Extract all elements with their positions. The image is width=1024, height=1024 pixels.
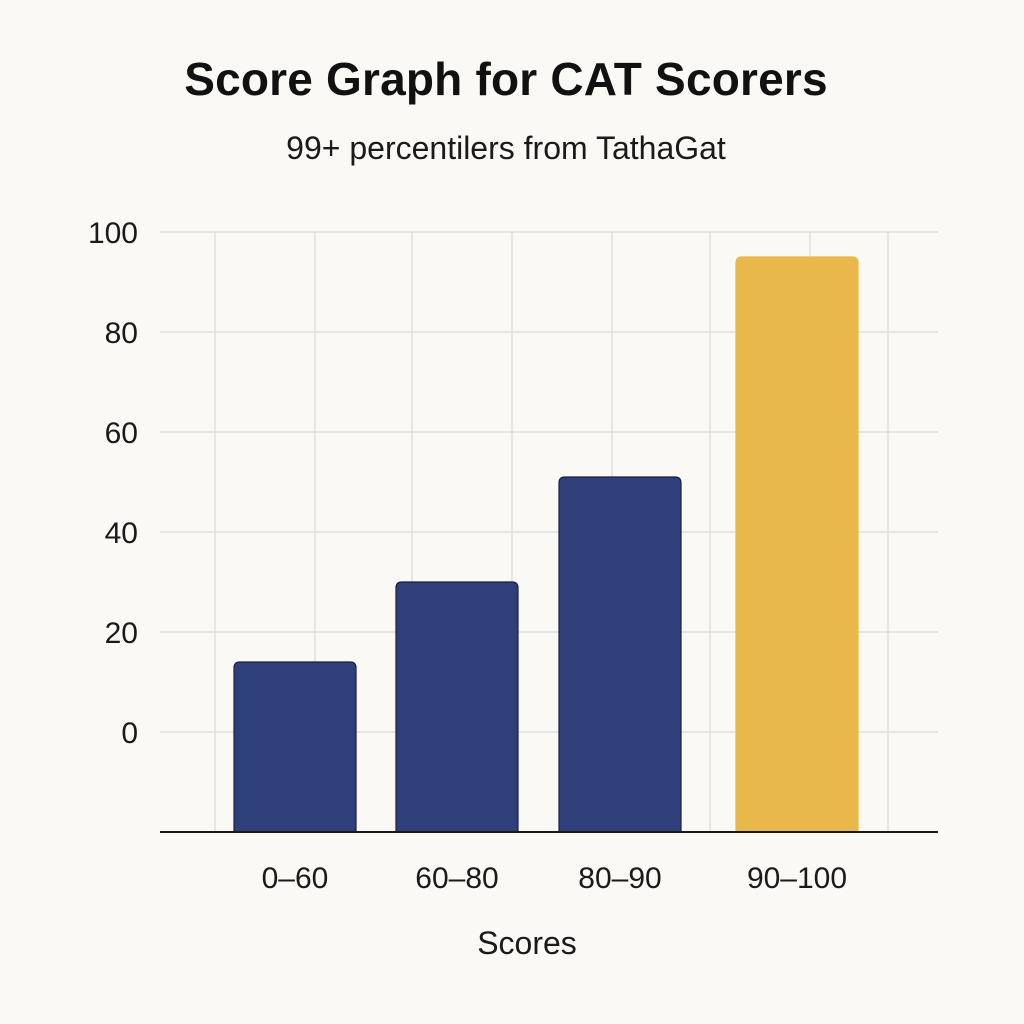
- x-category-label: 0–60: [262, 862, 329, 895]
- chart-title: Score Graph for CAT Scorers: [184, 53, 828, 105]
- x-category-label: 90–100: [747, 862, 847, 895]
- y-tick-label: 60: [105, 417, 138, 450]
- y-tick-label: 40: [105, 517, 138, 550]
- y-tick-label: 20: [105, 617, 138, 650]
- y-tick-label: 0: [121, 717, 138, 750]
- y-tick-label: 100: [88, 217, 138, 250]
- bar-3: [558, 476, 682, 833]
- bar-2: [395, 581, 519, 833]
- x-category-label: 80–90: [578, 862, 661, 895]
- x-category-label: 60–80: [415, 862, 498, 895]
- bar-4: [735, 256, 859, 833]
- bar-1: [233, 661, 357, 833]
- y-tick-label: 80: [105, 317, 138, 350]
- labels: 0 20 40 60 80 100 0–60 60–80 80–90 90–100 Scores: [88, 217, 847, 961]
- x-axis-title: Scores: [477, 925, 577, 961]
- chart-subtitle: 99+ percentilers from TathaGat: [286, 130, 726, 166]
- bars: [233, 256, 859, 833]
